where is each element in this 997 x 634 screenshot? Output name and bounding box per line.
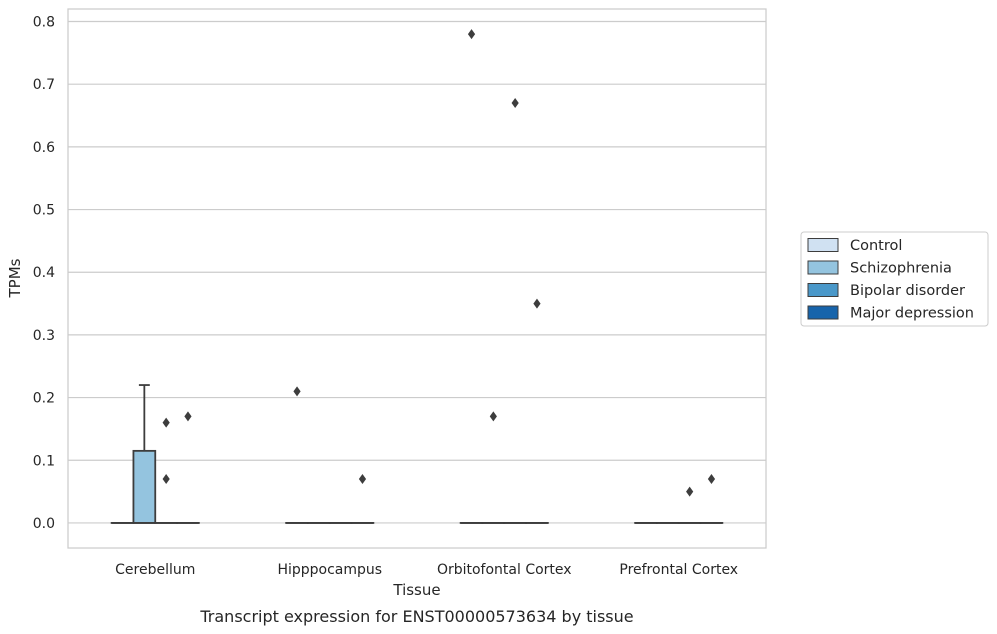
box-group — [459, 29, 484, 524]
box-group — [350, 474, 375, 524]
box-group — [699, 474, 724, 524]
y-tick-label: 0.3 — [33, 328, 55, 344]
box-group — [285, 386, 309, 524]
outlier-point — [162, 417, 170, 428]
x-axis-label: Tissue — [392, 581, 440, 599]
x-tick-label: Orbitofontal Cortex — [437, 562, 572, 578]
legend-label: Control — [850, 238, 902, 254]
legend-label: Schizophrenia — [850, 261, 952, 277]
x-axis-ticks: Cerebellum Hipppocampus Orbitofontal Corte… — [115, 562, 738, 578]
legend-items: Control Schizophrenia Bipolar disorder Majo… — [807, 238, 974, 322]
outlier-point — [686, 486, 694, 497]
outlier-point — [489, 411, 497, 422]
box-group — [132, 384, 157, 524]
outlier-point — [467, 29, 476, 40]
outlier-point — [162, 474, 170, 485]
y-tick-label: 0.8 — [33, 15, 55, 31]
legend-label: Bipolar disorder — [850, 283, 965, 299]
legend-swatch — [807, 305, 839, 320]
boxes — [110, 29, 724, 524]
box-group — [481, 411, 506, 524]
box-group — [176, 411, 200, 524]
outlier-point — [511, 98, 519, 109]
y-tick-label: 0.7 — [33, 77, 55, 93]
y-tick-label: 0.4 — [33, 265, 55, 281]
x-tick-label: Hipppocampus — [277, 562, 382, 578]
outlier-point — [707, 474, 716, 485]
plot-area — [67, 8, 767, 549]
x-tick-label: Cerebellum — [115, 562, 195, 578]
y-axis-label: TPMs — [6, 258, 24, 298]
y-tick-label: 0.0 — [33, 516, 55, 532]
box-group — [503, 98, 527, 524]
box-group — [525, 298, 549, 524]
legend-frame — [800, 231, 989, 327]
outlier-point — [358, 474, 367, 485]
gridlines — [68, 20, 766, 524]
outlier-point — [533, 298, 541, 309]
box-group — [154, 417, 178, 524]
legend-label: Major depression — [850, 306, 974, 322]
chart-caption: Transcript expression for ENST0000057363… — [199, 607, 633, 626]
x-tick-label: Prefrontal Cortex — [619, 562, 738, 578]
legend-swatch — [807, 260, 839, 275]
y-tick-label: 0.5 — [33, 203, 55, 219]
legend: Control Schizophrenia Bipolar disorder Majo… — [800, 231, 989, 327]
y-tick-label: 0.2 — [33, 391, 55, 407]
y-axis-ticks: 0.0 0.1 0.2 0.3 0.4 0.5 0.6 0.7 0.8 — [33, 15, 55, 532]
outlier-point — [293, 386, 301, 397]
box — [132, 449, 157, 524]
y-tick-label: 0.6 — [33, 140, 55, 156]
box-group — [677, 486, 702, 524]
legend-swatch — [807, 238, 839, 252]
outlier-point — [184, 411, 192, 422]
y-tick-label: 0.1 — [33, 453, 55, 469]
legend-swatch — [807, 283, 839, 297]
